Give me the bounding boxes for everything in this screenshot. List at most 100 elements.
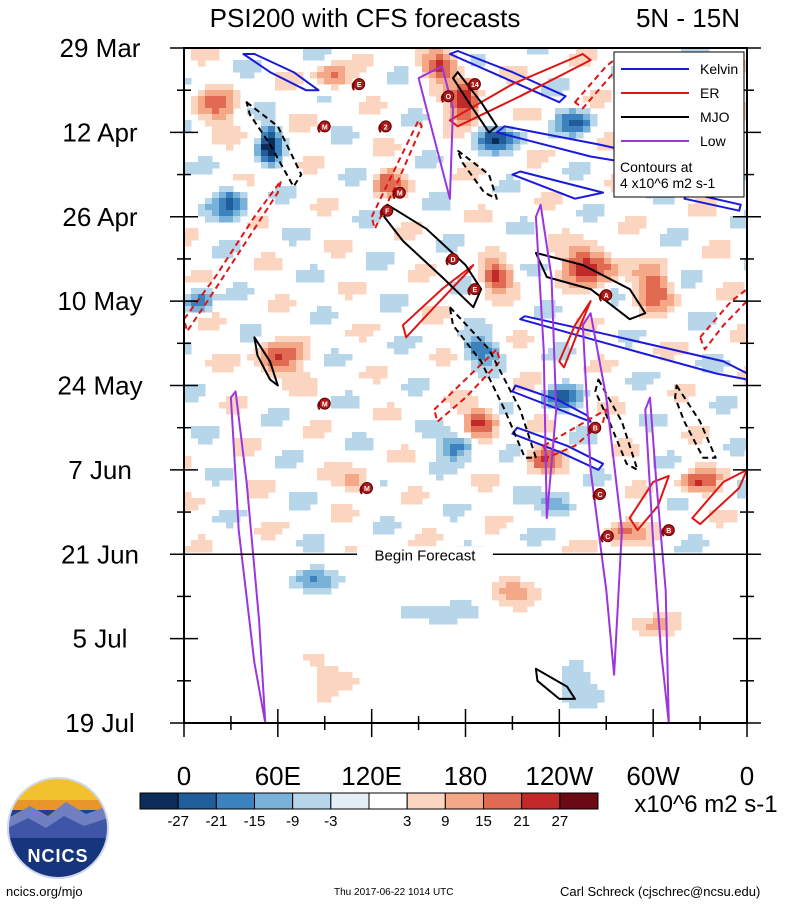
anomaly-cell xyxy=(205,108,213,115)
anomaly-cell xyxy=(191,306,199,313)
anomaly-cell xyxy=(324,462,332,469)
anomaly-cell xyxy=(296,366,304,373)
anomaly-cell xyxy=(310,432,318,439)
anomaly-cell xyxy=(226,138,234,145)
anomaly-cell xyxy=(646,300,654,307)
anomaly-cell xyxy=(422,162,430,169)
anomaly-cell xyxy=(548,504,556,511)
anomaly-cell xyxy=(331,672,339,679)
anomaly-cell xyxy=(534,456,542,463)
anomaly-cell xyxy=(415,60,423,67)
anomaly-cell xyxy=(632,282,640,289)
anomaly-cell xyxy=(632,288,640,295)
anomaly-cell xyxy=(646,528,654,535)
anomaly-cell xyxy=(583,474,591,481)
anomaly-cell xyxy=(457,504,465,511)
anomaly-cell xyxy=(548,498,556,505)
anomaly-cell xyxy=(443,108,451,115)
anomaly-cell xyxy=(436,606,444,613)
anomaly-cell xyxy=(597,144,605,151)
anomaly-cell xyxy=(646,630,654,637)
anomaly-cell xyxy=(219,126,227,133)
anomaly-cell xyxy=(457,402,465,409)
anomaly-cell xyxy=(499,138,507,145)
anomaly-cell xyxy=(310,546,318,553)
anomaly-cell xyxy=(702,486,710,493)
anomaly-cell xyxy=(611,270,619,277)
anomaly-cell xyxy=(408,450,416,457)
anomaly-cell xyxy=(506,72,514,79)
anomaly-cell xyxy=(443,246,451,253)
storm-icon xyxy=(468,283,481,296)
anomaly-cell xyxy=(345,66,353,73)
anomaly-cell xyxy=(695,324,703,331)
anomaly-cell xyxy=(436,90,444,97)
anomaly-cell xyxy=(184,348,192,355)
anomaly-cell xyxy=(450,54,458,61)
anomaly-cell xyxy=(730,402,738,409)
anomaly-cell xyxy=(569,546,577,553)
anomaly-cell xyxy=(282,414,290,421)
anomaly-cell xyxy=(464,612,472,619)
anomaly-cell xyxy=(485,132,493,139)
anomaly-cell xyxy=(240,294,248,301)
anomaly-cell xyxy=(352,60,360,67)
anomaly-cell xyxy=(429,78,437,85)
anomaly-cell xyxy=(716,402,724,409)
anomaly-cell xyxy=(373,408,381,415)
anomaly-cell xyxy=(534,150,542,157)
anomaly-cell xyxy=(499,576,507,583)
y-tick-label: 5 Jul xyxy=(73,624,128,654)
anomaly-cell xyxy=(282,372,290,379)
anomaly-cell xyxy=(415,540,423,547)
anomaly-cell xyxy=(478,420,486,427)
anomaly-cell xyxy=(576,672,584,679)
anomaly-cell xyxy=(674,294,682,301)
anomaly-cell xyxy=(583,432,591,439)
low-contour xyxy=(644,396,670,723)
anomaly-cell xyxy=(380,258,388,265)
anomaly-cell xyxy=(226,510,234,517)
anomaly-cell xyxy=(569,672,577,679)
anomaly-cell xyxy=(303,234,311,241)
anomaly-cell xyxy=(471,336,479,343)
anomaly-cell xyxy=(702,312,710,319)
anomaly-cell xyxy=(219,252,227,259)
anomaly-cell xyxy=(709,366,717,373)
anomaly-cell xyxy=(184,504,192,511)
anomaly-cell xyxy=(317,690,325,697)
storm-label: C xyxy=(597,492,602,499)
x-axis: 0 60E 120E 180 120W 60W 0 xyxy=(177,709,754,791)
anomaly-cell xyxy=(261,492,269,499)
storm-marker: E xyxy=(467,283,481,296)
anomaly-cell xyxy=(527,498,535,505)
anomaly-cell xyxy=(478,336,486,343)
anomaly-cell xyxy=(632,228,640,235)
anomaly-cell xyxy=(436,420,444,427)
anomaly-cell xyxy=(688,270,696,277)
anomaly-cell xyxy=(485,336,493,343)
storm-label: A xyxy=(604,293,609,300)
anomaly-cell xyxy=(541,48,549,55)
anomaly-cell xyxy=(625,228,633,235)
anomaly-cell xyxy=(674,342,682,349)
anomaly-cell xyxy=(660,342,668,349)
anomaly-cell xyxy=(506,408,514,415)
anomaly-cell xyxy=(625,378,633,385)
anomaly-cell xyxy=(604,258,612,265)
anomaly-cell xyxy=(513,384,521,391)
anomaly-cell xyxy=(338,60,346,67)
anomaly-cell xyxy=(520,228,528,235)
anomaly-cell xyxy=(296,384,304,391)
anomaly-cell xyxy=(268,372,276,379)
anomaly-cell xyxy=(443,126,451,133)
anomaly-cell xyxy=(219,204,227,211)
anomaly-cell xyxy=(261,120,269,127)
anomaly-cell xyxy=(688,204,696,211)
anomaly-cell xyxy=(695,486,703,493)
anomaly-cell xyxy=(310,390,318,397)
anomaly-cell xyxy=(359,444,367,451)
anomaly-cell xyxy=(639,492,647,499)
anomaly-cell xyxy=(436,96,444,103)
er-contour xyxy=(370,119,423,230)
